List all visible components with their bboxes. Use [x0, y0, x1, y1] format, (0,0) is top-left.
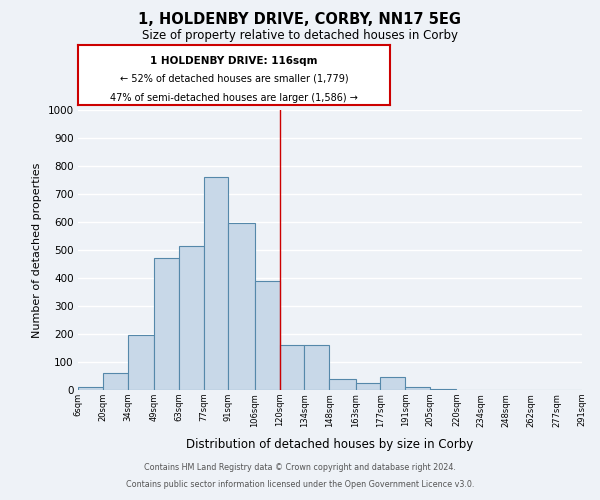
- Bar: [255, 281, 280, 390]
- Text: ← 52% of detached houses are smaller (1,779): ← 52% of detached houses are smaller (1,…: [119, 74, 349, 84]
- Bar: [128, 336, 154, 390]
- Bar: [203, 177, 229, 390]
- Y-axis label: Number of detached properties: Number of detached properties: [32, 162, 42, 338]
- Text: 1, HOLDENBY DRIVE, CORBY, NN17 5EG: 1, HOLDENBY DRIVE, CORBY, NN17 5EG: [139, 12, 461, 28]
- Text: Contains public sector information licensed under the Open Government Licence v3: Contains public sector information licen…: [126, 480, 474, 489]
- Bar: [78, 387, 103, 390]
- Text: Contains HM Land Registry data © Crown copyright and database right 2024.: Contains HM Land Registry data © Crown c…: [144, 462, 456, 471]
- Bar: [356, 383, 380, 390]
- Bar: [179, 246, 203, 390]
- Bar: [229, 224, 255, 390]
- Bar: [405, 387, 430, 390]
- Bar: [329, 379, 356, 390]
- Bar: [103, 373, 128, 390]
- X-axis label: Distribution of detached houses by size in Corby: Distribution of detached houses by size …: [187, 438, 473, 451]
- Text: 47% of semi-detached houses are larger (1,586) →: 47% of semi-detached houses are larger (…: [110, 93, 358, 103]
- Bar: [280, 345, 304, 390]
- Bar: [304, 345, 329, 390]
- Bar: [430, 388, 457, 390]
- Text: Size of property relative to detached houses in Corby: Size of property relative to detached ho…: [142, 29, 458, 42]
- Text: 1 HOLDENBY DRIVE: 116sqm: 1 HOLDENBY DRIVE: 116sqm: [150, 56, 318, 66]
- Bar: [154, 258, 179, 390]
- Bar: [380, 378, 405, 390]
